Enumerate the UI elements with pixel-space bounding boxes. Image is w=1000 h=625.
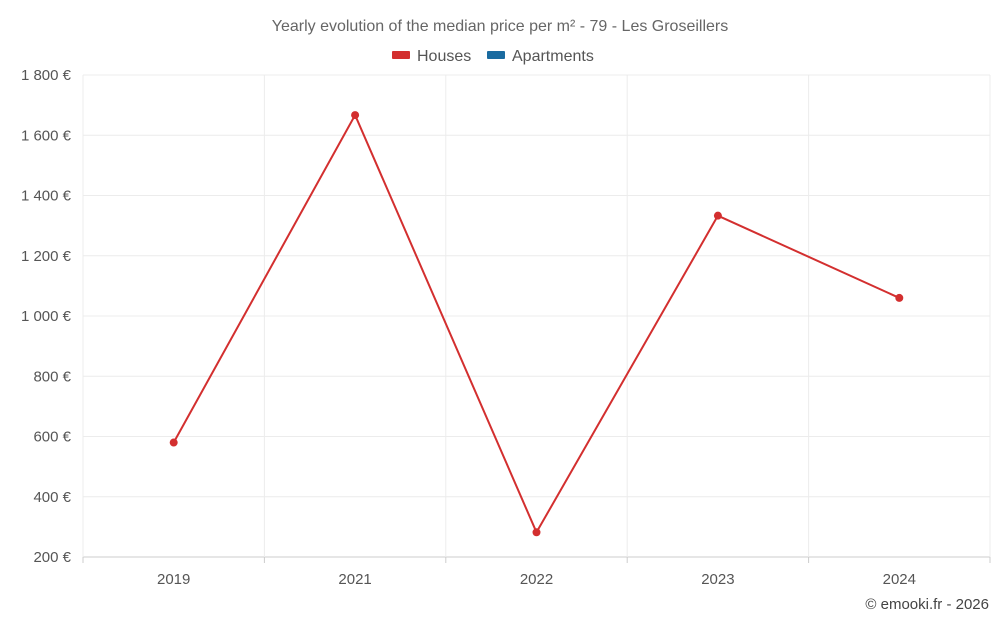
legend-label-apartments: Apartments <box>512 48 594 65</box>
y-tick-label: 1 600 € <box>21 127 72 144</box>
data-point-houses[interactable] <box>169 438 178 447</box>
y-axis-ticks: 200 € 400 € 600 € 800 € 1 000 € 1 200 € 1 400 … <box>21 67 72 566</box>
legend-item-apartments[interactable]: Apartments <box>487 48 594 65</box>
x-tick-label: 2021 <box>338 571 371 588</box>
series-line-houses[interactable] <box>172 114 900 534</box>
legend-item-houses[interactable]: Houses <box>392 48 471 65</box>
data-point-houses[interactable] <box>351 111 360 120</box>
y-tick-label: 600 € <box>33 429 71 446</box>
grid <box>82 74 991 563</box>
legend-swatch-houses <box>392 51 410 59</box>
x-tick-label: 2024 <box>883 571 916 588</box>
y-tick-label: 1 000 € <box>21 308 72 325</box>
x-axis-ticks: 2019 2021 2022 2023 2024 <box>157 571 916 588</box>
data-point-houses[interactable] <box>713 211 722 220</box>
data-point-houses[interactable] <box>895 293 904 302</box>
x-tick-label: 2019 <box>157 571 190 588</box>
y-tick-label: 1 200 € <box>21 248 72 265</box>
data-point-houses[interactable] <box>532 528 541 537</box>
y-tick-label: 200 € <box>33 549 71 566</box>
legend-label-houses: Houses <box>417 48 471 65</box>
series-layer <box>169 111 904 537</box>
y-tick-label: 1 400 € <box>21 188 72 205</box>
y-tick-label: 1 800 € <box>21 67 72 84</box>
y-tick-label: 400 € <box>33 489 71 506</box>
legend: Houses Apartments <box>392 48 594 65</box>
chart-title: Yearly evolution of the median price per… <box>272 18 729 35</box>
x-tick-label: 2022 <box>520 571 553 588</box>
x-tick-label: 2023 <box>701 571 734 588</box>
legend-swatch-apartments <box>487 51 505 59</box>
y-tick-label: 800 € <box>33 368 71 385</box>
credit-text: © emooki.fr - 2026 <box>865 596 989 613</box>
